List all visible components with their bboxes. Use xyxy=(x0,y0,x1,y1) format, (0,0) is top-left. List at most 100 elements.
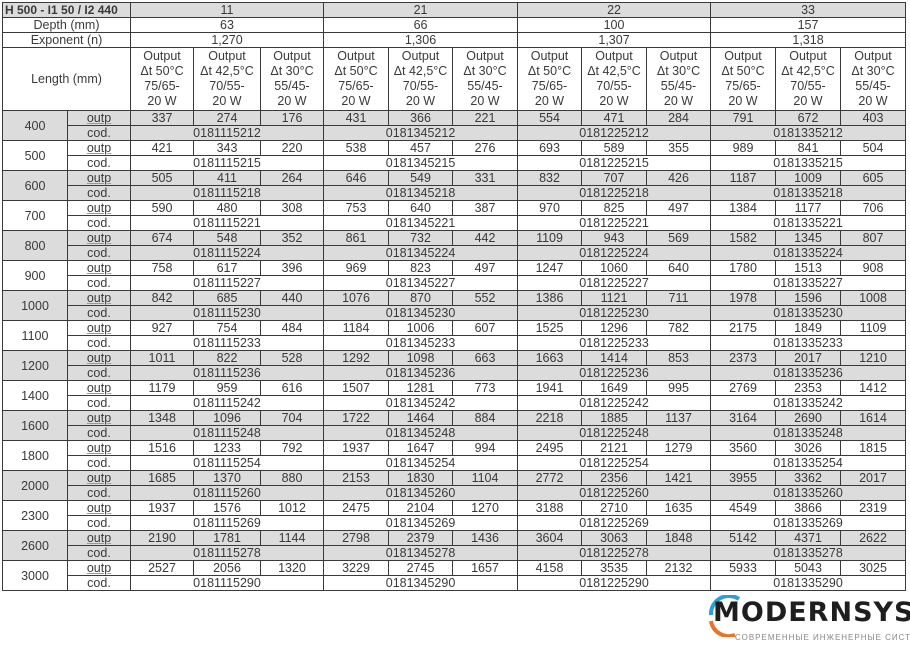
output-header-line: Δt 30°C xyxy=(851,64,895,78)
output-value: 861 xyxy=(323,230,390,246)
exponent-value: 1,270 xyxy=(129,32,325,48)
article-code: 0181225254 xyxy=(517,455,712,471)
output-value: 343 xyxy=(193,140,261,156)
table-row-cod: cod. 0181115248 0181345248 0181225248 018133… xyxy=(3,425,907,441)
length-cell: 1200 xyxy=(2,350,68,381)
output-value: 504 xyxy=(840,140,907,156)
article-code: 0181345218 xyxy=(323,185,519,201)
output-value: 1384 xyxy=(710,200,777,216)
table-row-outp: 1800 outp 1516 1233 792 1937 1647 994 2495 2121 12… xyxy=(2,440,907,471)
table-row-cod: cod. 0181115290 0181345290 0181225290 018133… xyxy=(3,575,907,591)
output-value: 1516 xyxy=(130,440,194,456)
output-value: 1582 xyxy=(710,230,777,246)
article-code: 0181345227 xyxy=(323,275,519,291)
table-row-cod: cod. 0181115230 0181345230 0181225230 018133… xyxy=(3,305,907,321)
output-value: 1649 xyxy=(581,380,648,396)
article-code: 0181335236 xyxy=(710,365,907,381)
output-value: 484 xyxy=(259,320,325,336)
article-code: 0181115269 xyxy=(129,515,325,531)
output-value: 352 xyxy=(259,230,325,246)
output-header-line: Δt 50°C xyxy=(334,64,378,78)
type-header: 21 xyxy=(323,2,519,18)
output-header-line: 20 W xyxy=(793,94,823,108)
table-row-cod: cod. 0181115218 0181345218 0181225218 018133… xyxy=(3,185,907,201)
output-header-line: Output xyxy=(854,49,892,63)
output-value: 1296 xyxy=(581,320,648,336)
output-value: 457 xyxy=(388,140,454,156)
output-value: 5933 xyxy=(710,560,777,576)
output-value: 1885 xyxy=(581,410,648,426)
output-value: 640 xyxy=(646,260,712,276)
output-value: 1109 xyxy=(840,320,907,336)
output-value: 5043 xyxy=(775,560,842,576)
output-column-header: Output Δt 30°C 55/45- 20 W xyxy=(452,47,519,111)
output-value: 2175 xyxy=(710,320,777,336)
output-value: 825 xyxy=(581,200,648,216)
length-cell: 900 xyxy=(2,260,68,291)
article-code: 0181115224 xyxy=(129,245,325,261)
output-header-line: Output xyxy=(789,49,827,63)
length-label: Length (mm) xyxy=(2,47,131,111)
output-value: 337 xyxy=(130,110,194,126)
article-code: 0181115215 xyxy=(129,155,325,171)
output-value: 528 xyxy=(259,350,325,366)
output-value: 3604 xyxy=(517,530,583,546)
output-header-line: 20 W xyxy=(470,94,500,108)
output-value: 442 xyxy=(452,230,519,246)
article-code: 0181345221 xyxy=(323,215,519,231)
outp-label: outp xyxy=(67,200,131,216)
article-code: 0181115254 xyxy=(129,455,325,471)
table-row-outp: 1200 outp 1011 822 528 1292 1098 663 1663 1414 853… xyxy=(2,350,907,381)
output-value: 617 xyxy=(193,260,261,276)
output-value: 1848 xyxy=(646,530,712,546)
output-value: 1685 xyxy=(130,470,194,486)
length-cell: 1600 xyxy=(2,410,68,441)
output-value: 607 xyxy=(452,320,519,336)
output-value: 1006 xyxy=(388,320,454,336)
output-value: 1345 xyxy=(775,230,842,246)
outp-label: outp xyxy=(67,530,131,546)
output-value: 758 xyxy=(130,260,194,276)
output-header-line: Δt 42,5°C xyxy=(393,64,448,78)
article-code: 0181225248 xyxy=(517,425,712,441)
article-code: 0181345215 xyxy=(323,155,519,171)
article-code: 0181225221 xyxy=(517,215,712,231)
output-header-line: Δt 30°C xyxy=(270,64,314,78)
output-value: 1647 xyxy=(388,440,454,456)
output-value: 1815 xyxy=(840,440,907,456)
output-header-line: 70/55- xyxy=(209,79,245,93)
output-header-line: Output xyxy=(143,49,181,63)
output-value: 396 xyxy=(259,260,325,276)
article-code: 0181115221 xyxy=(129,215,325,231)
output-value: 308 xyxy=(259,200,325,216)
output-value: 1722 xyxy=(323,410,390,426)
article-code: 0181335227 xyxy=(710,275,907,291)
output-value: 732 xyxy=(388,230,454,246)
table-row-cod: cod. 0181115236 0181345236 0181225236 018133… xyxy=(3,365,907,381)
output-value: 880 xyxy=(259,470,325,486)
article-code: 0181345269 xyxy=(323,515,519,531)
table-row-outp: 2600 outp 2190 1781 1144 2798 2379 1436 3604 3063… xyxy=(2,530,907,561)
depth-value: 157 xyxy=(710,17,907,33)
output-header-line: 20 W xyxy=(405,94,436,108)
output-value: 706 xyxy=(840,200,907,216)
outp-label: outp xyxy=(67,470,131,486)
length-cell: 1000 xyxy=(2,290,68,321)
article-code: 0181335218 xyxy=(710,185,907,201)
output-value: 549 xyxy=(388,170,454,186)
outp-label: outp xyxy=(67,560,131,576)
article-code: 0181345236 xyxy=(323,365,519,381)
output-value: 1184 xyxy=(323,320,390,336)
output-value: 3025 xyxy=(840,560,907,576)
output-value: 589 xyxy=(581,140,648,156)
article-code: 0181225269 xyxy=(517,515,712,531)
type-header: 33 xyxy=(710,2,907,18)
output-value: 1060 xyxy=(581,260,648,276)
output-value: 2772 xyxy=(517,470,583,486)
output-header-line: 70/55- xyxy=(790,79,826,93)
output-value: 2056 xyxy=(193,560,261,576)
article-code: 0181225233 xyxy=(517,335,712,351)
outp-label: outp xyxy=(67,440,131,456)
type-header: 22 xyxy=(517,2,712,18)
output-value: 1098 xyxy=(388,350,454,366)
